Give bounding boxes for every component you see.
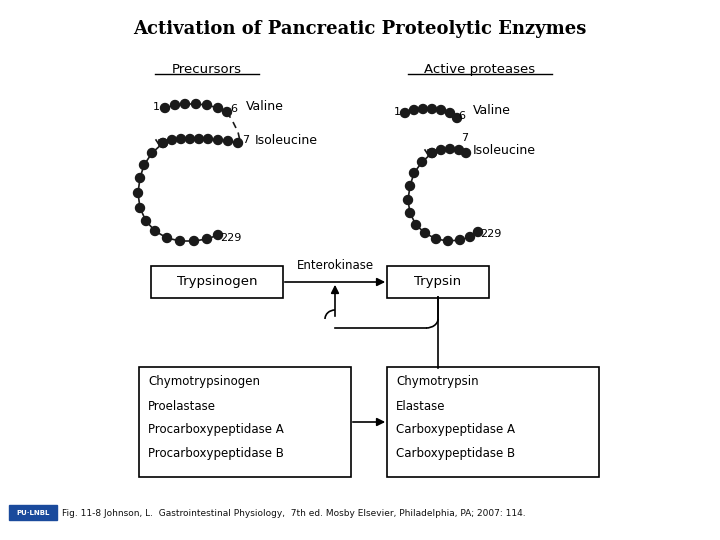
- Text: Proelastase: Proelastase: [148, 400, 216, 413]
- Text: Precursors: Precursors: [172, 63, 242, 76]
- Circle shape: [436, 145, 446, 154]
- Circle shape: [466, 233, 474, 241]
- Circle shape: [452, 113, 462, 123]
- Circle shape: [161, 104, 169, 112]
- FancyBboxPatch shape: [139, 367, 351, 477]
- Text: Carboxypeptidase B: Carboxypeptidase B: [396, 448, 515, 461]
- Circle shape: [194, 134, 204, 144]
- Circle shape: [176, 134, 186, 144]
- Circle shape: [474, 227, 482, 237]
- Text: Active proteases: Active proteases: [424, 63, 536, 76]
- FancyBboxPatch shape: [387, 266, 489, 298]
- Circle shape: [431, 234, 441, 244]
- Circle shape: [233, 138, 243, 147]
- Circle shape: [420, 228, 430, 238]
- Circle shape: [204, 134, 212, 144]
- Text: Isoleucine: Isoleucine: [473, 145, 536, 158]
- Text: Valine: Valine: [246, 100, 284, 113]
- Circle shape: [400, 109, 410, 118]
- Text: 1: 1: [153, 102, 160, 112]
- Text: Fig. 11-8 Johnson, L.  Gastrointestinal Physiology,  7th ed. Mosby Elsevier, Phi: Fig. 11-8 Johnson, L. Gastrointestinal P…: [62, 509, 526, 517]
- Circle shape: [456, 235, 464, 245]
- Text: Activation of Pancreatic Proteolytic Enzymes: Activation of Pancreatic Proteolytic Enz…: [133, 20, 587, 38]
- Text: Carboxypeptidase A: Carboxypeptidase A: [396, 423, 515, 436]
- Circle shape: [410, 168, 418, 178]
- Circle shape: [418, 158, 426, 166]
- Circle shape: [202, 100, 212, 110]
- Circle shape: [462, 148, 470, 158]
- Text: Chymotrypsin: Chymotrypsin: [396, 375, 479, 388]
- Circle shape: [140, 160, 148, 170]
- Circle shape: [133, 188, 143, 198]
- Circle shape: [181, 99, 189, 109]
- Text: Elastase: Elastase: [396, 400, 446, 413]
- Text: 229: 229: [220, 233, 241, 243]
- Circle shape: [189, 237, 199, 246]
- Circle shape: [168, 136, 176, 145]
- Circle shape: [428, 148, 436, 158]
- Circle shape: [428, 148, 436, 158]
- Circle shape: [410, 105, 418, 114]
- Circle shape: [428, 105, 436, 113]
- Circle shape: [222, 107, 232, 117]
- Circle shape: [405, 208, 415, 218]
- Circle shape: [446, 109, 454, 118]
- Circle shape: [150, 226, 160, 235]
- Circle shape: [192, 99, 200, 109]
- Circle shape: [142, 217, 150, 226]
- Circle shape: [444, 237, 452, 246]
- FancyBboxPatch shape: [387, 367, 599, 477]
- FancyBboxPatch shape: [9, 505, 57, 520]
- Circle shape: [436, 105, 446, 114]
- Circle shape: [454, 145, 464, 154]
- Circle shape: [412, 220, 420, 230]
- Circle shape: [135, 204, 145, 213]
- Circle shape: [186, 134, 194, 144]
- Text: Trypsinogen: Trypsinogen: [176, 275, 257, 288]
- FancyBboxPatch shape: [151, 266, 283, 298]
- Text: Enterokinase: Enterokinase: [297, 259, 374, 272]
- Circle shape: [158, 138, 168, 147]
- Circle shape: [158, 138, 168, 147]
- Text: Valine: Valine: [473, 105, 511, 118]
- Circle shape: [171, 100, 179, 110]
- Text: 1: 1: [394, 107, 401, 117]
- Text: 6: 6: [230, 104, 237, 114]
- Circle shape: [403, 195, 413, 205]
- Circle shape: [405, 181, 415, 191]
- Circle shape: [176, 237, 184, 246]
- Text: Isoleucine: Isoleucine: [255, 133, 318, 146]
- Text: 6: 6: [458, 111, 465, 121]
- Circle shape: [446, 145, 454, 153]
- Circle shape: [223, 137, 233, 145]
- Text: Procarboxypeptidase A: Procarboxypeptidase A: [148, 423, 284, 436]
- Circle shape: [163, 233, 171, 242]
- Text: Chymotrypsinogen: Chymotrypsinogen: [148, 375, 260, 388]
- Text: 7: 7: [242, 135, 249, 145]
- Text: 229: 229: [480, 229, 501, 239]
- Circle shape: [135, 173, 145, 183]
- Text: Procarboxypeptidase B: Procarboxypeptidase B: [148, 448, 284, 461]
- Text: PU·LNBL: PU·LNBL: [17, 510, 50, 516]
- Circle shape: [202, 234, 212, 244]
- Circle shape: [214, 231, 222, 240]
- Circle shape: [148, 148, 156, 158]
- Text: 7: 7: [462, 133, 469, 143]
- Circle shape: [418, 105, 428, 113]
- Circle shape: [214, 136, 222, 145]
- Circle shape: [214, 104, 222, 112]
- Text: Trypsin: Trypsin: [415, 275, 462, 288]
